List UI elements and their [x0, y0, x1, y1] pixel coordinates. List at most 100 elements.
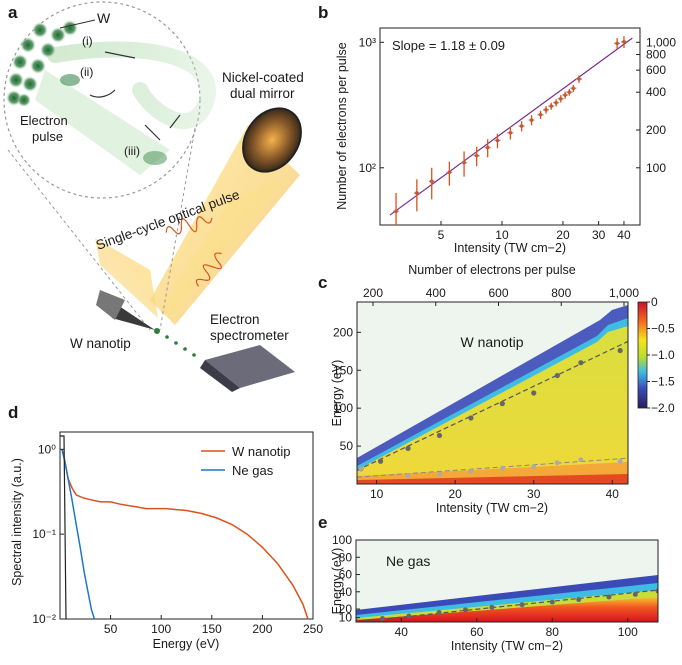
y-tick-label: 60 — [339, 568, 353, 582]
data-point — [558, 96, 563, 101]
arrow-return — [169, 114, 181, 129]
cutoff-point — [617, 347, 623, 354]
y-tick-label: 40 — [339, 585, 353, 599]
y-tick-label: 50 — [340, 439, 354, 453]
slope-annotation: Slope = 1.18 ± 0.09 — [392, 38, 505, 53]
low-energy-point — [405, 473, 411, 479]
series-line-1 — [61, 449, 96, 620]
panel-label-e: e — [318, 513, 327, 532]
low-energy-fit-line — [357, 457, 628, 478]
cutoff-point — [405, 445, 411, 451]
right-tick-label: 800 — [646, 47, 666, 61]
data-point — [508, 131, 513, 135]
x-tick-label: 150 — [202, 622, 222, 636]
y-tick-label: 150 — [333, 363, 353, 377]
right-tick-label: 1,000 — [646, 35, 676, 49]
data-point — [538, 112, 543, 117]
legend-w-nanotip: W nanotip — [232, 444, 291, 459]
plot-c-heatmap — [357, 302, 628, 484]
data-point — [495, 138, 500, 143]
cutoff-point — [632, 591, 638, 597]
x-tick-label: 100 — [151, 622, 171, 636]
zero-order-peak — [60, 435, 67, 620]
low-energy-point — [499, 465, 505, 471]
low-energy-point — [358, 466, 364, 472]
data-point — [615, 41, 619, 46]
heatmap-c-yellow-region — [357, 326, 628, 484]
data-point — [485, 145, 490, 150]
top-tick-label: 600 — [488, 286, 508, 300]
plot-c-xlabel: Intensity (TW cm−2) — [436, 501, 548, 515]
right-tick-label: 600 — [646, 63, 666, 77]
y-tick-label: 200 — [333, 325, 353, 339]
spectrometer-label-1: Electron — [210, 312, 260, 327]
y-tick-label: 10² — [359, 161, 376, 175]
tip-holder — [96, 290, 125, 320]
cutoff-point — [576, 597, 582, 603]
panel-label-b: b — [318, 3, 328, 22]
heatmap-e-red-region — [356, 597, 658, 622]
x-tick-label: 250 — [303, 622, 323, 636]
panel-label-d: d — [8, 403, 18, 422]
data-point — [529, 118, 534, 122]
data-point — [415, 191, 419, 195]
legend-ne-gas: Ne gas — [232, 463, 274, 478]
plot-c-title: W nanotip — [460, 334, 523, 350]
data-point — [554, 100, 558, 105]
heatmap-c-red-band — [357, 474, 628, 484]
w-label: W — [97, 10, 111, 26]
zoom-line-left — [7, 149, 151, 331]
plot-b-frame — [379, 27, 641, 226]
series-line-0 — [61, 449, 309, 620]
colorbar-ticks: 0 −0.5 −1.0 −1.5 −2.0 — [647, 295, 675, 415]
x-tick-label: 30 — [592, 228, 606, 242]
data-point — [622, 39, 626, 44]
right-tick-label: 200 — [646, 123, 666, 137]
emitted-electrons — [165, 335, 196, 357]
electron-trajectory — [47, 41, 216, 129]
plot-e-axes: 40 60 80 100 20 40 60 80 100 10 — [332, 533, 638, 639]
top-tick-label: 800 — [551, 286, 571, 300]
cutoff-point — [519, 602, 525, 608]
plot-d-xlabel: Energy (eV) — [153, 637, 220, 651]
focusing-beam — [160, 175, 290, 318]
data-point — [519, 124, 524, 128]
electron-pulse-label-2: pulse — [32, 129, 63, 144]
step-iii-label: (iii) — [124, 144, 140, 158]
plot-c-ylabel: Energy (eV) — [330, 360, 344, 427]
low-energy-point — [617, 458, 623, 464]
x-tick-label: 40 — [606, 487, 620, 501]
data-point — [549, 104, 554, 108]
plot-c-top-xlabel: Number of electrons per pulse — [408, 263, 575, 277]
panel-label-c: c — [318, 273, 327, 292]
colorbar-tick-label: −0.5 — [651, 322, 675, 336]
cutoff-point — [356, 618, 359, 622]
plot-e-ylabel: Energy (eV) — [330, 548, 344, 615]
step-ii-label: (ii) — [80, 65, 93, 79]
y-tick-label: 80 — [339, 550, 353, 564]
x-tick-label: 20 — [556, 228, 570, 242]
top-tick-label: 200 — [363, 286, 383, 300]
y-tick-label: 10⁰ — [38, 442, 56, 456]
x-tick-label: 20 — [449, 487, 463, 501]
electron-packet-iii — [143, 151, 167, 165]
data-point — [394, 209, 398, 214]
cutoff-point — [462, 607, 468, 613]
cutoff-point — [606, 594, 612, 600]
cutoff-point — [377, 458, 384, 464]
plot-e-xlabel: Intensity (TW cm−2) — [451, 639, 563, 653]
plot-b-ylabel: Number of electrons per pulse — [335, 42, 349, 209]
colorbar-tick-label: −2.0 — [651, 401, 675, 415]
cutoff-point — [578, 360, 584, 366]
y-minor-tick-label: 10 — [339, 611, 353, 625]
electron-packet-ii — [60, 74, 80, 86]
cutoff-point — [406, 613, 412, 619]
low-energy-point — [554, 460, 560, 466]
spectrometer-side — [200, 360, 240, 392]
cutoff-fit-line — [356, 589, 658, 622]
y-tick-label: 100 — [333, 401, 353, 415]
x-tick-label: 40 — [395, 625, 409, 639]
fit-line — [389, 37, 633, 216]
